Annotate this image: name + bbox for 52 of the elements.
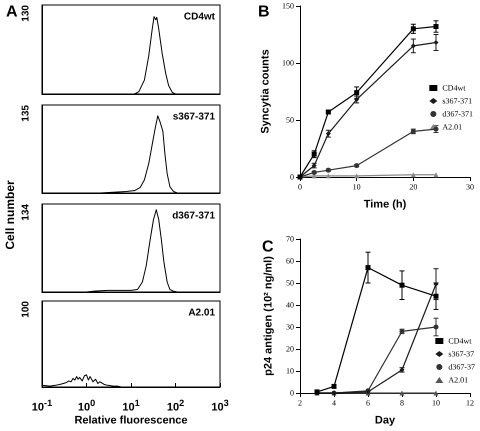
y-tick-label: 50	[286, 278, 294, 288]
x-tick-label: 10$^{3}$	[211, 397, 229, 415]
legend-label: s367-371	[442, 96, 472, 106]
y-tick-label: 150	[282, 2, 294, 10]
y-tick-label: 30	[286, 322, 294, 332]
y-tick-label: 60	[286, 256, 294, 266]
y-tick-label: 40	[286, 300, 294, 310]
x-axis-title: Day	[374, 414, 396, 426]
legend-label: CD4wt	[442, 84, 466, 92]
x-tick-label: 2	[298, 398, 302, 408]
x-tick-label: 10$^{2}$	[166, 397, 184, 415]
text: 100	[20, 300, 32, 318]
legend-label: s367-37	[448, 350, 474, 358]
x-tick-label: 30	[466, 182, 474, 192]
x-tick-label: 12	[466, 398, 474, 408]
x-axis-title: Relative fluorescence	[74, 414, 188, 426]
text: C	[262, 238, 274, 256]
x-tick-label: 6	[366, 398, 370, 408]
legend-label: d367-371	[442, 110, 474, 118]
y-axis-title: Syncytia counts	[260, 49, 272, 134]
series-label: s367-371	[172, 112, 216, 122]
x-tick-label: 8	[400, 398, 404, 408]
text: 135	[20, 104, 32, 122]
y-tick-label: 10	[286, 366, 294, 376]
x-tick-label: 20	[409, 182, 418, 192]
y-tick-label: 20	[286, 344, 294, 354]
text: 134	[20, 204, 32, 221]
y-tick-label: 70	[286, 234, 294, 244]
legend-label: A2.01	[442, 122, 462, 132]
legend-label: CD4wt	[448, 336, 472, 346]
x-tick-label: 10$^{-1}$	[32, 397, 52, 415]
series-label: d367-371	[172, 210, 216, 222]
y-axis-title: p24 antigen (10² ng/ml)	[262, 256, 274, 376]
y-axis-title: Cell number	[3, 180, 17, 250]
y-tick-label: 50	[286, 116, 294, 124]
x-axis-title: Time (h)	[364, 198, 407, 210]
text: 130	[20, 4, 32, 22]
legend-label: d367-37	[448, 362, 476, 372]
text: CD4wt	[184, 12, 216, 22]
y-tick-label: 0	[290, 172, 294, 182]
x-tick-label: 4	[332, 398, 336, 408]
x-tick-label: 10	[432, 398, 440, 408]
x-tick-label: 10$^{0}$	[78, 397, 96, 415]
y-tick-label: 0	[290, 388, 294, 398]
y-tick-label: 100	[282, 58, 294, 68]
x-tick-label: 10	[352, 182, 361, 192]
legend-label: A2.01	[448, 376, 468, 384]
text: B	[258, 4, 270, 20]
text: A2.01	[188, 308, 216, 318]
x-tick-label: 0	[298, 182, 302, 192]
text: A	[6, 4, 18, 20]
x-tick-label: 10$^{1}$	[122, 397, 140, 415]
